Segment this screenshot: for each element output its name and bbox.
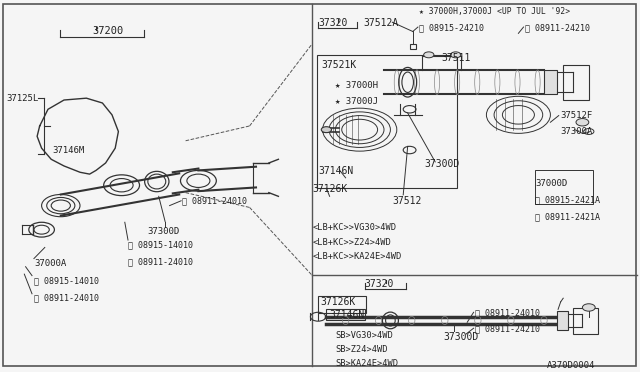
Text: SB>KA24E>4WD: SB>KA24E>4WD (335, 359, 398, 368)
Text: Ⓜ 08915-2421A: Ⓜ 08915-2421A (535, 196, 600, 205)
Text: 37300D: 37300D (424, 158, 460, 169)
Bar (410, 44, 416, 49)
Text: 37512: 37512 (392, 196, 422, 206)
Text: Ⓝ 08911-2421A: Ⓝ 08911-2421A (535, 213, 600, 222)
Text: <LB+KC>>KA24E>4WD: <LB+KC>>KA24E>4WD (312, 252, 401, 261)
Bar (563, 65, 589, 100)
Text: Ⓝ 08911-24010: Ⓝ 08911-24010 (128, 257, 193, 266)
Text: 37200: 37200 (93, 26, 124, 36)
Text: <LB+KC>>Z24>4WD: <LB+KC>>Z24>4WD (312, 238, 391, 247)
Text: 37300D: 37300D (147, 227, 179, 236)
Text: SB>VG30>4WD: SB>VG30>4WD (335, 331, 393, 340)
Text: ★ 37000H,37000J <UP TO JUL '92>: ★ 37000H,37000J <UP TO JUL '92> (419, 7, 570, 16)
Text: 37146N: 37146N (329, 310, 364, 320)
Text: 37126K: 37126K (320, 298, 355, 308)
Text: 37126K: 37126K (312, 185, 348, 195)
Text: 37521K: 37521K (321, 60, 356, 70)
Circle shape (576, 119, 589, 126)
Text: ★ 37000H: ★ 37000H (335, 81, 378, 90)
Text: Ⓝ 08911-24210: Ⓝ 08911-24210 (525, 23, 590, 32)
Text: 37000D: 37000D (535, 179, 567, 188)
Bar (557, 311, 568, 330)
Bar (317, 55, 457, 188)
Text: 37300D: 37300D (444, 332, 479, 342)
Text: Ⓝ 08911-24010: Ⓝ 08911-24010 (182, 196, 248, 205)
Text: 37320: 37320 (318, 18, 348, 28)
Text: Ⓜ 08915-24210: Ⓜ 08915-24210 (419, 23, 484, 32)
Bar (318, 296, 366, 313)
Text: <LB+KC>>VG30>4WD: <LB+KC>>VG30>4WD (312, 223, 396, 232)
Text: ★ 37000J: ★ 37000J (335, 97, 378, 106)
Text: SB>Z24>4WD: SB>Z24>4WD (335, 345, 388, 354)
Text: Ⓝ 08911-24010: Ⓝ 08911-24010 (34, 294, 99, 303)
Bar (573, 308, 598, 334)
Text: 37125L: 37125L (6, 94, 38, 103)
Text: 37511: 37511 (442, 52, 471, 62)
Circle shape (582, 304, 595, 311)
Circle shape (424, 52, 434, 58)
Bar (544, 70, 557, 94)
Text: 37512A: 37512A (363, 18, 398, 28)
Text: 37146N: 37146N (319, 166, 354, 176)
Text: Ⓝ 08911-24210: Ⓝ 08911-24210 (475, 324, 540, 334)
Bar (535, 170, 593, 204)
Circle shape (451, 52, 461, 58)
Text: Ⓜ 08915-14010: Ⓜ 08915-14010 (128, 240, 193, 249)
Text: A370D0004: A370D0004 (547, 361, 596, 370)
Bar (326, 309, 365, 320)
Circle shape (321, 127, 332, 133)
Text: 37146M: 37146M (52, 146, 84, 155)
Text: Ⓜ 08911-24010: Ⓜ 08911-24010 (475, 308, 540, 317)
Text: 37320: 37320 (365, 279, 394, 289)
Text: 37000A: 37000A (34, 259, 66, 267)
Text: 37300A: 37300A (560, 127, 592, 136)
Text: Ⓜ 08915-14010: Ⓜ 08915-14010 (34, 276, 99, 285)
Text: 37512F: 37512F (560, 111, 592, 120)
